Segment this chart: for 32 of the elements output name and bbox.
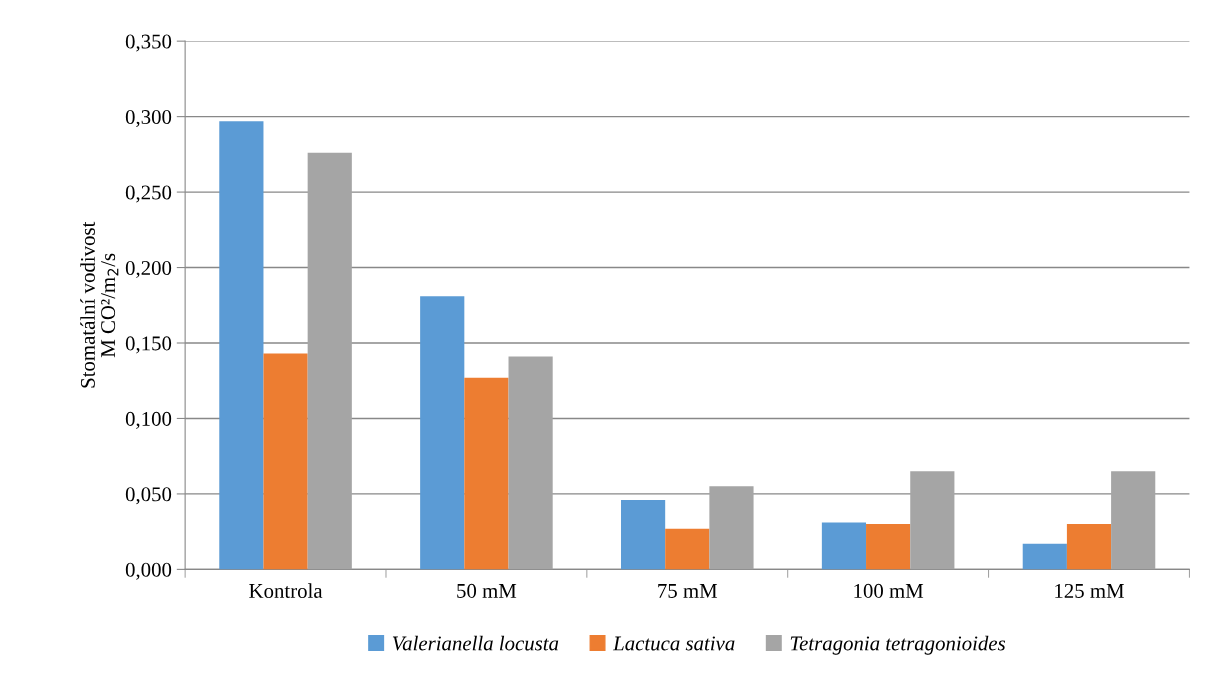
bar: [508, 356, 553, 570]
bar: [307, 152, 352, 570]
x-tick-label: 125 mM: [1055, 583, 1124, 598]
legend-label: Valerianella locusta: [392, 635, 559, 651]
bar: [263, 353, 308, 570]
x-tick-label: 100 mM: [854, 583, 924, 598]
bar: [1022, 543, 1067, 570]
bar: [821, 522, 867, 570]
bar: [464, 377, 509, 570]
bar: [910, 471, 955, 570]
bar: [1111, 471, 1156, 570]
bar: [866, 524, 911, 570]
x-tick-label: 75 mM: [658, 584, 718, 598]
bar: [1066, 524, 1112, 570]
y-tick-label: 0,100: [125, 411, 172, 429]
y-axis-title: Stomatální vodivost M CO²/m$_{2}$/s: [80, 221, 119, 388]
bar: [621, 499, 666, 570]
bar: [420, 296, 465, 570]
x-tick-label: Kontrola: [249, 583, 323, 598]
legend-label: Lactuca sativa: [612, 636, 735, 651]
bar: [219, 121, 264, 570]
legend-label: Tetragonia tetragonioides: [790, 635, 1006, 655]
y-tick-label: 0,200: [125, 260, 172, 278]
x-tick-label: 50 mM: [457, 583, 517, 598]
y-tick-label: 0,050: [125, 487, 172, 505]
bar: [665, 528, 710, 570]
bar: [709, 486, 754, 570]
y-tick-label: 0,000: [125, 562, 172, 580]
y-tick-label: 0,150: [125, 336, 172, 354]
y-tick-label: 0,350: [125, 34, 172, 52]
y-tick-label: 0,300: [125, 109, 172, 128]
y-tick-label: 0,250: [125, 185, 172, 203]
